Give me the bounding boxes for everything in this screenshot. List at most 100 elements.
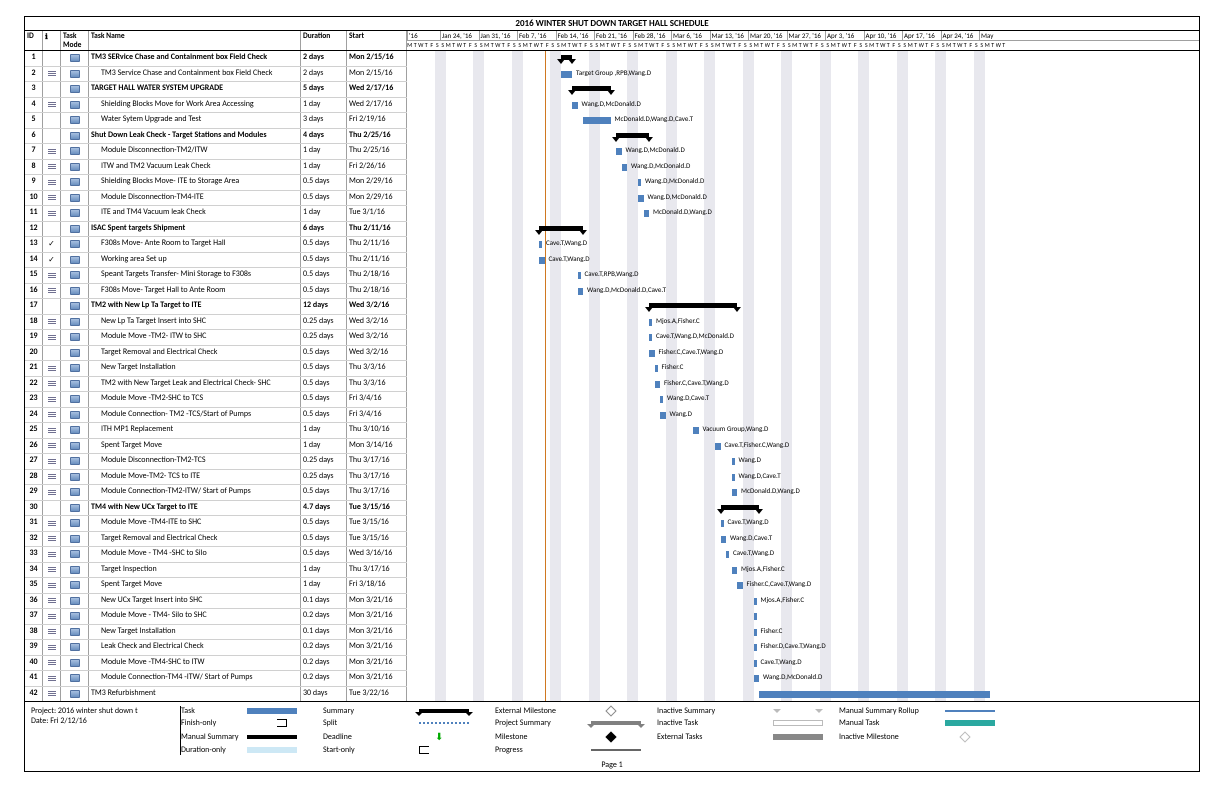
- task-mode-icon: [70, 333, 80, 341]
- task-id: 29: [25, 485, 43, 500]
- notes-icon: [47, 518, 57, 528]
- chart-row: [407, 501, 1199, 517]
- task-name: Module Move -TM2-SHC to TCS: [89, 392, 301, 407]
- task-row: 42TM3 Refurbishment30 daysTue 3/22/16: [25, 687, 407, 702]
- task-bar: [644, 210, 650, 217]
- task-row: 14Working area Set up0.5 daysThu 2/11/16: [25, 253, 407, 269]
- check-icon: [48, 255, 55, 265]
- bar-label: Fisher.C,Cave.T,Wang.D: [664, 378, 729, 387]
- task-name: ISAC Spent targets Shipment: [89, 222, 301, 237]
- bar-label: Cave.T,Wang.D: [761, 657, 802, 666]
- task-bar: [655, 381, 661, 388]
- task-mode-icon: [70, 256, 80, 264]
- task-mode-icon: [70, 349, 80, 357]
- bar-label: Vacuum Group,Wang.D: [703, 424, 769, 433]
- task-mode-icon: [70, 597, 80, 605]
- legend-label: Milestone: [495, 732, 585, 742]
- task-row: 40Module Move -TM4-SHC to ITW0.2 daysMon…: [25, 656, 407, 672]
- task-mode-icon: [70, 194, 80, 202]
- task-start: Thu 3/17/16: [347, 470, 407, 485]
- task-duration: 0.5 days: [301, 532, 347, 547]
- task-duration: 1 day: [301, 144, 347, 159]
- legend: Project: 2016 winter shut down t Date: F…: [25, 701, 1199, 759]
- task-name: Module Disconnection-TM2-TCS: [89, 454, 301, 469]
- task-row: 13F308s Move- Ante Room to Target Hall0.…: [25, 237, 407, 253]
- task-duration: 0.25 days: [301, 315, 347, 330]
- chart-row: Wang.D,McDonald.D: [407, 175, 1199, 191]
- task-name: F308s Move- Ante Room to Target Hall: [89, 237, 301, 252]
- legend-swatch: [773, 720, 823, 726]
- task-id: 22: [25, 377, 43, 392]
- task-row: 24Module Connection- TM2 -TCS/Start of P…: [25, 408, 407, 424]
- task-row: 30TM4 with New UCx Target to ITE4.7 days…: [25, 501, 407, 517]
- legend-swatch: [247, 735, 297, 739]
- task-start: Thu 2/25/16: [347, 144, 407, 159]
- task-duration: 0.1 days: [301, 625, 347, 640]
- task-row: 18New Lp Ta Target Insert into SHC0.25 d…: [25, 315, 407, 331]
- task-start: Mon 2/15/16: [347, 67, 407, 82]
- task-duration: 0.25 days: [301, 330, 347, 345]
- task-name: Module Move -TM2- ITW to SHC: [89, 330, 301, 345]
- task-start: Mon 3/21/16: [347, 594, 407, 609]
- task-mode-icon: [70, 163, 80, 171]
- task-row: 5Water Sytem Upgrade and Test3 daysFri 2…: [25, 113, 407, 129]
- task-id: 38: [25, 625, 43, 640]
- col-id: ID: [25, 31, 43, 50]
- task-mode-icon: [70, 287, 80, 295]
- task-row: 8ITW and TM2 Vacuum Leak Check1 dayFri 2…: [25, 160, 407, 176]
- task-id: 16: [25, 284, 43, 299]
- notes-icon: [47, 580, 57, 590]
- task-id: 25: [25, 423, 43, 438]
- legend-label: Duration-only: [181, 745, 241, 755]
- task-name: Module Disconnection-TM4-ITE: [89, 191, 301, 206]
- task-name: Shielding Blocks Move for Work Area Acce…: [89, 98, 301, 113]
- task-mode-icon: [70, 473, 80, 481]
- timeline-header: '16Jan 24, '16Jan 31, '16Feb 7, '16Feb 1…: [407, 31, 1199, 50]
- task-row: 25ITH MP1 Replacement1 dayThu 3/10/16: [25, 423, 407, 439]
- bar-label: McDonald.D,Wang.D: [653, 207, 712, 216]
- task-id: 20: [25, 346, 43, 361]
- notes-icon: [47, 286, 57, 296]
- task-row: 15Speant Targets Transfer- Mini Storage …: [25, 268, 407, 284]
- task-row: 27Module Disconnection-TM2-TCS0.25 daysT…: [25, 454, 407, 470]
- task-bar: [539, 257, 545, 264]
- task-name: Target Inspection: [89, 563, 301, 578]
- task-mode-icon: [70, 395, 80, 403]
- chart-row: [407, 609, 1199, 625]
- task-bar: [655, 365, 658, 372]
- task-start: Mon 3/21/16: [347, 625, 407, 640]
- task-bar: [539, 241, 542, 248]
- task-row: 31Module Move -TM4-ITE to SHC0.5 daysTue…: [25, 516, 407, 532]
- col-info-icon: ℹ: [43, 31, 61, 50]
- col-duration: Duration: [301, 31, 347, 50]
- task-name: TARGET HALL WATER SYSTEM UPGRADE: [89, 82, 301, 97]
- task-mode-icon: [70, 628, 80, 636]
- task-row: 26Spent Target Move1 dayMon 3/14/16: [25, 439, 407, 455]
- task-bar: [721, 536, 727, 543]
- task-bar: [660, 412, 666, 419]
- task-duration: 2 days: [301, 51, 347, 66]
- task-mode-icon: [70, 643, 80, 651]
- chart-row: Mjos.A,Fisher.C: [407, 563, 1199, 579]
- summary-bar: [721, 505, 760, 510]
- task-duration: 12 days: [301, 299, 347, 314]
- task-bar: [732, 567, 738, 574]
- task-start: Mon 2/15/16: [347, 51, 407, 66]
- task-id: 33: [25, 547, 43, 562]
- task-name: Shut Down Leak Check - Target Stations a…: [89, 129, 301, 144]
- task-start: Wed 3/2/16: [347, 346, 407, 361]
- task-bar: [583, 117, 611, 124]
- chart-row: Fisher.C: [407, 361, 1199, 377]
- task-bar: [578, 288, 584, 295]
- task-id: 4: [25, 98, 43, 113]
- task-row: 37Module Move - TM4- Silo to SHC0.2 days…: [25, 609, 407, 625]
- task-duration: 0.5 days: [301, 346, 347, 361]
- chart-row: Cave.T,Wang.D: [407, 547, 1199, 563]
- legend-swatch: ⬇: [419, 730, 489, 743]
- task-duration: 1 day: [301, 206, 347, 221]
- task-row: 20Target Removal and Electrical Check0.5…: [25, 346, 407, 362]
- task-start: Mon 2/29/16: [347, 191, 407, 206]
- task-row: 9Shielding Blocks Move- ITE to Storage A…: [25, 175, 407, 191]
- bar-label: Fisher.C,Cave.T,Wang.D: [747, 579, 812, 588]
- task-start: Thu 3/3/16: [347, 377, 407, 392]
